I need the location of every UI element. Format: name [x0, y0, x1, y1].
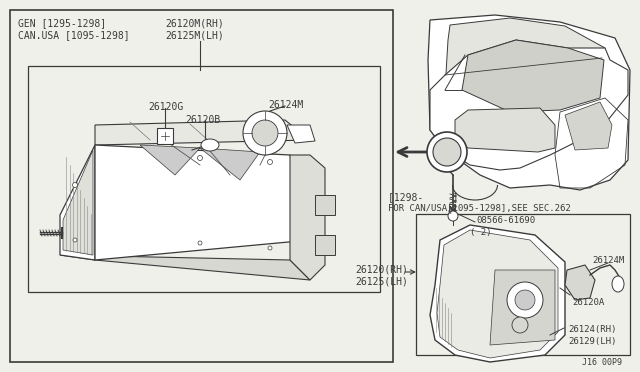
Polygon shape	[428, 15, 630, 190]
Polygon shape	[437, 230, 558, 358]
Circle shape	[448, 211, 458, 221]
Polygon shape	[315, 195, 335, 215]
Text: 26125M(LH): 26125M(LH)	[165, 30, 224, 40]
Polygon shape	[60, 255, 310, 280]
Text: 08566-61690: 08566-61690	[476, 216, 535, 225]
Circle shape	[268, 160, 273, 164]
Bar	[157, 128, 173, 144]
Polygon shape	[63, 150, 93, 255]
Polygon shape	[490, 270, 555, 345]
Polygon shape	[430, 40, 628, 170]
Polygon shape	[565, 102, 612, 150]
Text: 26120B: 26120B	[185, 115, 220, 125]
Text: CAN.USA [1095-1298]: CAN.USA [1095-1298]	[18, 30, 130, 40]
Polygon shape	[95, 120, 310, 145]
Text: [1298-     ]: [1298- ]	[388, 192, 458, 202]
Polygon shape	[140, 145, 200, 175]
Text: 26120M(RH): 26120M(RH)	[165, 18, 224, 28]
Text: S: S	[448, 211, 452, 215]
Ellipse shape	[201, 139, 219, 151]
Ellipse shape	[612, 276, 624, 292]
Text: 26124M: 26124M	[592, 256, 624, 265]
Circle shape	[252, 120, 278, 146]
Circle shape	[73, 238, 77, 242]
Text: 26120A: 26120A	[572, 298, 604, 307]
Text: 26120(RH): 26120(RH)	[355, 264, 408, 274]
Text: 26125(LH): 26125(LH)	[355, 276, 408, 286]
Polygon shape	[445, 18, 605, 112]
Circle shape	[512, 317, 528, 333]
Circle shape	[433, 138, 461, 166]
Polygon shape	[60, 145, 95, 260]
Circle shape	[515, 290, 535, 310]
Polygon shape	[315, 235, 335, 255]
Circle shape	[243, 111, 287, 155]
Polygon shape	[430, 225, 565, 362]
Text: 26120G: 26120G	[148, 102, 183, 112]
Text: ( 2): ( 2)	[470, 228, 492, 237]
Polygon shape	[95, 145, 310, 260]
Circle shape	[72, 183, 77, 187]
Circle shape	[507, 282, 543, 318]
Polygon shape	[462, 40, 604, 112]
Text: J16 00P9: J16 00P9	[582, 358, 622, 367]
Polygon shape	[200, 148, 260, 180]
Polygon shape	[290, 155, 325, 280]
Text: 26129(LH): 26129(LH)	[568, 337, 616, 346]
Polygon shape	[455, 108, 555, 152]
Circle shape	[427, 132, 467, 172]
Bar	[28, 66, 380, 292]
Polygon shape	[287, 125, 315, 143]
Circle shape	[198, 241, 202, 245]
Polygon shape	[565, 265, 595, 300]
Circle shape	[268, 246, 272, 250]
Text: 26124M: 26124M	[268, 100, 303, 110]
Text: FOR CAN/USA[1095-1298],SEE SEC.262: FOR CAN/USA[1095-1298],SEE SEC.262	[388, 204, 571, 213]
Text: 26124(RH): 26124(RH)	[568, 325, 616, 334]
Circle shape	[198, 155, 202, 160]
Text: GEN [1295-1298]: GEN [1295-1298]	[18, 18, 106, 28]
Bar	[416, 214, 630, 355]
Bar	[10, 10, 393, 362]
